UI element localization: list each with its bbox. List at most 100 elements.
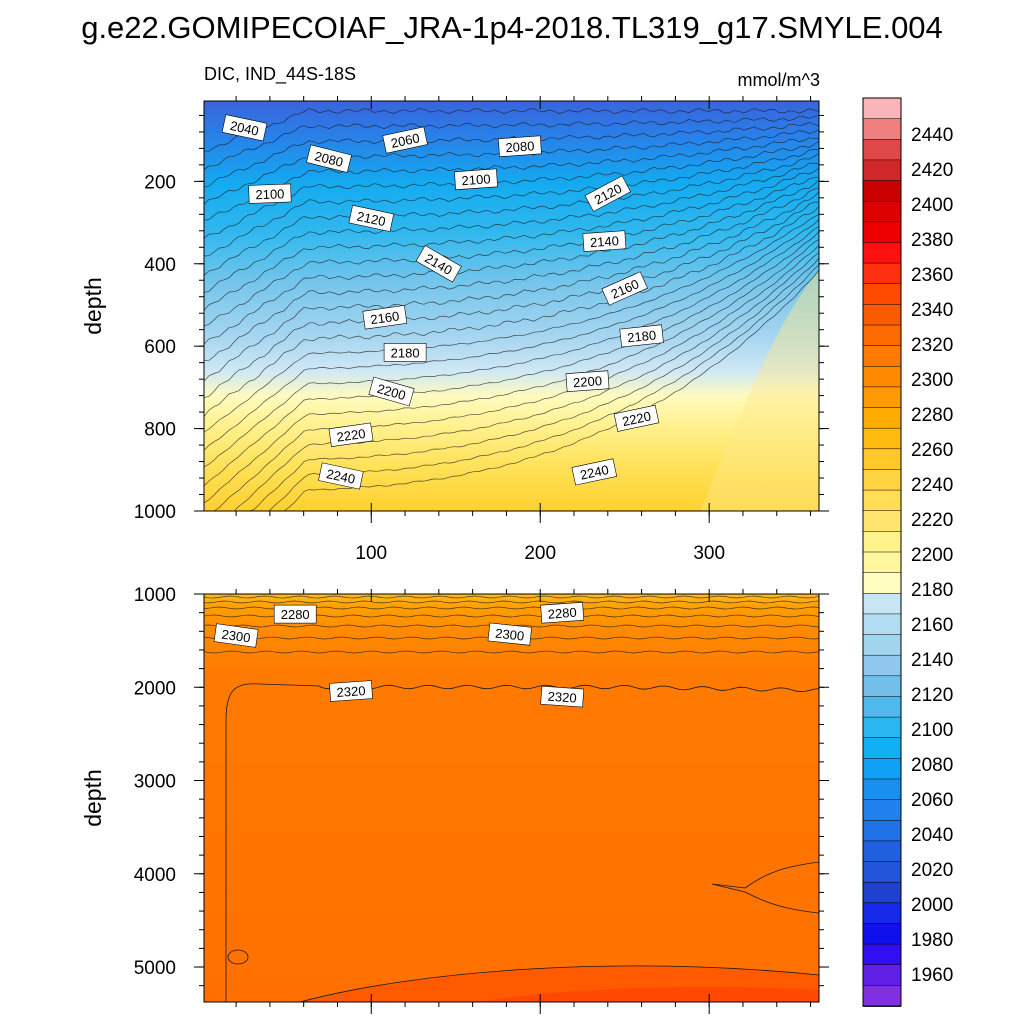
upper-contour-label: 2100 [454,168,498,191]
colorbar: 2440 2420 2400 2380 2360 2340 2320 2300 2280 2260… [862,97,953,1007]
upper-contour-label: 2120 [348,204,395,232]
colorbar-label: 2220 [911,510,953,531]
colorbar-label: 2020 [911,860,953,881]
colorbar-swatch [862,696,902,718]
upper-contour-line [204,201,819,398]
colorbar-swatch [862,366,902,388]
contour-label-text: 2240 [579,462,610,483]
upper-contour-line [204,153,819,276]
contour-label-box [582,230,627,252]
colorbar-label: 2040 [911,825,953,846]
colorbar-swatch [862,985,902,1007]
colorbar-swatch [862,97,902,120]
colorbar-swatch [862,881,902,904]
upper-contour-line [204,179,819,345]
contour-label-box [571,458,618,486]
contour-label-box [348,204,395,232]
upper-contour-line [204,264,819,511]
colorbar-swatch [862,283,902,306]
upper-panel-fill [204,101,819,511]
upper-contour-label: 2160 [362,305,408,330]
lower-contour-east-bulge [711,861,819,914]
colorbar-label: 2280 [911,405,953,426]
upper-contour-label: 2240 [318,462,364,490]
upper-contour-line [204,108,819,152]
lower-contour-label: 2300 [487,622,532,646]
colorbar-label: 2140 [911,650,953,671]
contour-label-text: 2320 [336,683,366,700]
colorbar-label: 2320 [911,335,953,356]
contour-label-text: 2200 [573,373,603,390]
colorbar-swatch [862,510,902,533]
upper-contour-label: 2040 [221,114,268,142]
upper-contour-lines [204,108,819,511]
chart-subtitle-units: mmol/m^3 [737,70,820,90]
lower-panel-fill [204,594,819,1002]
colorbar-label: 2120 [911,685,953,706]
colorbar-swatch [862,964,902,987]
contour-label-box [213,623,259,648]
contour-label-box [248,183,292,204]
colorbar-swatch [862,304,902,326]
colorbar-swatch [862,324,902,347]
upper-panel-frame [203,100,820,512]
colorbar-swatch [862,551,902,574]
upper-contour-line [204,226,819,468]
contour-label-text: 2280 [547,605,577,622]
upper-contour-label: 2240 [571,458,618,486]
colorbar-label: 1980 [911,930,953,951]
lower-deep-red-core [480,986,819,1002]
contour-label-box [565,370,610,392]
contour-label-box [306,144,352,173]
upper-contour-label: 2220 [613,404,660,432]
contour-label-text: 2120 [355,209,386,230]
upper-warm-wedge [700,270,819,511]
upper-axis-ticks: 100 200 300 200 400 600 800 1000 [134,96,829,564]
colorbar-swatch [862,778,902,801]
contour-label-box [329,680,373,702]
lower-contour-small-loop [227,949,249,965]
upper-contour-line [204,252,819,511]
upper-x-tick-label: 200 [524,543,556,564]
contour-label-box [383,343,427,362]
contour-label-text: 2060 [389,130,420,151]
contour-label-box [619,324,664,348]
upper-contour-line [204,162,819,293]
colorbar-swatch [862,139,902,161]
colorbar-swatch [862,159,902,182]
contour-label-text: 2140 [589,233,619,250]
colorbar-label: 2420 [911,160,953,181]
colorbar-swatch [862,531,902,553]
upper-y-tick-label: 800 [144,420,176,441]
colorbar-swatch [862,923,902,945]
upper-contour-label: 2100 [248,183,292,204]
contour-label-text: 2320 [547,689,577,706]
upper-contour-line [204,122,819,188]
colorbar-label: 2400 [911,195,953,216]
upper-y-tick-label: 1000 [134,502,176,523]
contour-label-box [454,168,498,191]
lower-y-tick-label: 2000 [134,678,176,699]
upper-contour-label: 2180 [619,324,664,348]
contour-label-text: 2300 [495,626,525,644]
contour-label-box [362,305,408,330]
chart-title: g.e22.GOMIPECOIAF_JRA-1p4-2018.TL319_g17… [81,10,943,45]
lower-y-axis-label: depth [80,769,106,827]
chart-subtitle-variable: DIC, IND_44S-18S [204,64,357,84]
contour-label-text: 2240 [325,466,356,487]
colorbar-swatch [862,613,902,636]
colorbar-swatch [862,221,902,244]
lower-contour-line [204,600,819,604]
colorbar-swatch [862,118,902,141]
contour-label-text: 2300 [221,627,252,646]
colorbar-swatch [862,799,902,822]
contour-label-text: 2100 [255,186,284,202]
upper-contour-line [204,177,819,327]
colorbar-swatch [862,386,902,409]
colorbar-swatch [862,820,902,842]
upper-contour-label: 2060 [382,126,428,154]
lower-y-tick-label: 1000 [134,585,176,606]
lower-contour-deep [299,965,819,1002]
upper-contour-line [204,187,819,362]
